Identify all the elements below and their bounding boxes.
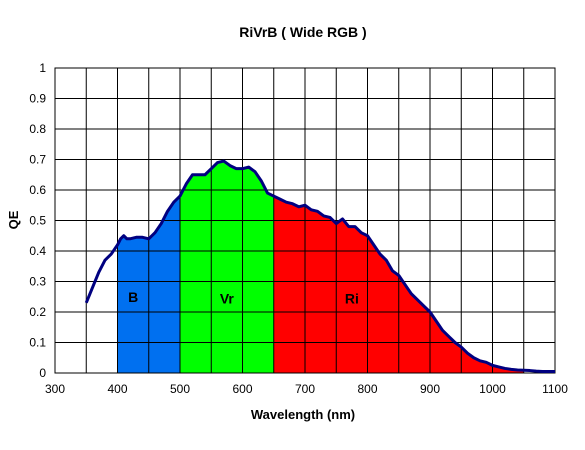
y-tick-label: 0.7 [29, 153, 46, 167]
x-tick-label: 1000 [479, 382, 506, 396]
y-tick-label: 0.8 [29, 122, 46, 136]
band-label-vr: Vr [220, 290, 235, 306]
band-label-ri: Ri [345, 290, 359, 306]
y-tick-label: 0.2 [29, 305, 46, 319]
y-tick-label: 0.4 [29, 244, 46, 258]
y-tick-label: 0.6 [29, 183, 46, 197]
y-tick-label: 0.9 [29, 92, 46, 106]
x-tick-label: 500 [170, 382, 190, 396]
y-axis-label: QE [6, 210, 21, 229]
plot-area: 300 400 500 600 700 800 900 1000 1100 0 0.1 0.2 0.3 0… [29, 61, 568, 396]
x-tick-label: 800 [357, 382, 377, 396]
x-tick-label: 400 [107, 382, 127, 396]
x-tick-label: 300 [45, 382, 65, 396]
x-axis-label: Wavelength (nm) [251, 407, 355, 422]
x-tick-label: 1100 [542, 382, 568, 396]
y-tick-label: 0.1 [29, 336, 46, 350]
band-label-b: B [128, 289, 138, 305]
x-tick-label: 700 [295, 382, 315, 396]
x-tick-label: 600 [232, 382, 252, 396]
chart-title: RiVrB ( Wide RGB ) [239, 24, 366, 40]
band-area-vr [180, 161, 274, 373]
y-tick-label: 0 [39, 366, 46, 380]
y-tick-label: 1 [39, 61, 46, 75]
qe-curve [84, 159, 555, 373]
y-tick-label: 0.5 [29, 214, 46, 228]
x-tick-label: 900 [420, 382, 440, 396]
plot-frame [54, 67, 556, 374]
y-tick-label: 0.3 [29, 275, 46, 289]
